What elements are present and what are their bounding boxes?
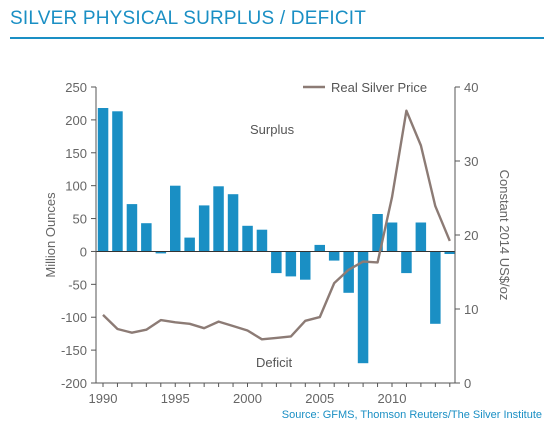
x-tick-label: 2010 — [378, 391, 407, 406]
bar-2010 — [386, 222, 398, 252]
bar-2002 — [271, 251, 282, 274]
x-tick-label: 1995 — [161, 391, 190, 406]
bar-2000 — [242, 225, 253, 252]
deficit-annotation: Deficit — [256, 355, 293, 370]
bar-1991 — [112, 111, 123, 252]
bar-1992 — [126, 204, 138, 252]
bar-1996 — [184, 237, 195, 252]
left-tick-label: 100 — [65, 179, 87, 194]
bar-2011 — [401, 251, 412, 274]
right-tick-label: 30 — [464, 154, 478, 169]
bar-1998 — [213, 186, 224, 252]
right-tick-label: 0 — [464, 376, 471, 391]
bar-2008 — [357, 251, 369, 364]
x-tick-label: 1990 — [89, 391, 118, 406]
title-rule — [10, 37, 544, 39]
left-tick-label: 200 — [65, 113, 87, 128]
bar-2007 — [343, 251, 354, 293]
bar-2012 — [415, 222, 427, 252]
left-tick-label: -100 — [61, 310, 87, 325]
bar-1990 — [97, 108, 109, 252]
bar-2006 — [328, 251, 340, 261]
left-tick-label: 250 — [65, 80, 87, 95]
x-tick-label: 2000 — [233, 391, 262, 406]
bar-2005 — [314, 244, 325, 252]
bar-2003 — [285, 251, 297, 277]
bar-1995 — [170, 185, 181, 252]
bar-1994 — [155, 251, 167, 254]
bar-2001 — [256, 229, 268, 252]
bar-2013 — [430, 251, 441, 324]
left-tick-label: -50 — [68, 277, 87, 292]
legend-label-real-silver-price: Real Silver Price — [331, 80, 427, 95]
bar-2014 — [444, 251, 455, 254]
right-tick-label: 20 — [464, 228, 478, 243]
bar-1999 — [227, 194, 239, 252]
surplus-annotation: Surplus — [250, 122, 295, 137]
real-silver-price-line — [102, 109, 451, 341]
bar-2009 — [372, 214, 383, 252]
left-tick-label: -150 — [61, 343, 87, 358]
source-note: Source: GFMS, Thomson Reuters/The Silver… — [281, 409, 542, 421]
x-tick-label: 2005 — [305, 391, 334, 406]
right-tick-label: 10 — [464, 302, 478, 317]
bar-1993 — [141, 223, 152, 252]
right-tick-label: 40 — [464, 80, 478, 95]
right-axis-title: Constant 2014 US$/oz — [497, 170, 512, 301]
left-tick-label: 150 — [65, 146, 87, 161]
bar-2004 — [300, 251, 311, 280]
left-axis-title: Million Ounces — [43, 192, 58, 278]
left-tick-label: 50 — [73, 212, 87, 227]
left-tick-label: -200 — [61, 376, 87, 391]
bar-1997 — [198, 205, 210, 252]
left-tick-label: 0 — [80, 244, 87, 259]
chart-title: SILVER PHYSICAL SURPLUS / DEFICIT — [10, 8, 367, 29]
